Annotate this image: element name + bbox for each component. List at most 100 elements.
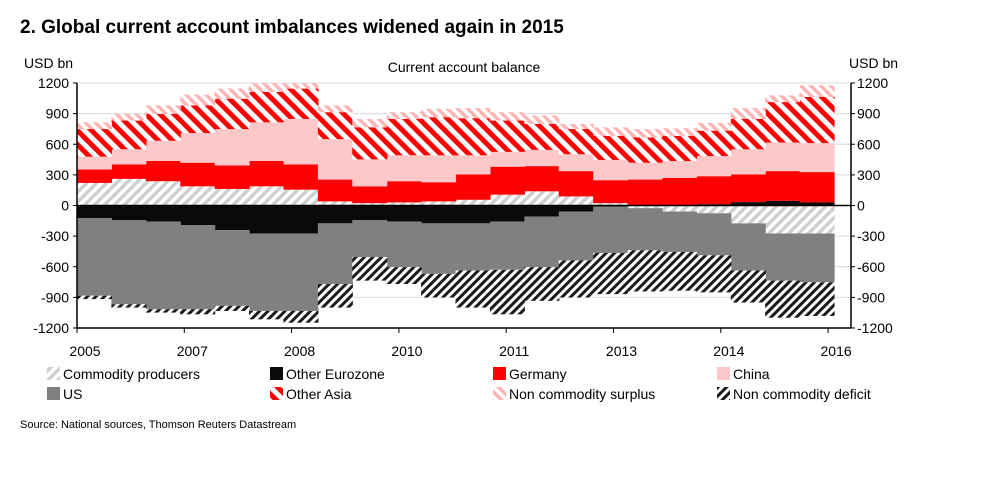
area-segment [489, 269, 525, 315]
area-segment [249, 310, 285, 320]
chart-title: 2. Global current account imbalances wid… [20, 17, 564, 38]
legend-item: Non commodity deficit [717, 386, 871, 402]
area-segment [145, 140, 181, 161]
area-segment [249, 205, 285, 234]
area-segment [799, 233, 835, 283]
area-segment [524, 166, 560, 192]
y-tick-label-left: 1200 [38, 75, 69, 91]
area-segment [524, 191, 560, 206]
legend-label: Non commodity deficit [733, 386, 871, 402]
area-segment [317, 105, 353, 113]
area-segment [214, 165, 250, 189]
area-segment [386, 205, 422, 222]
y-axis-label-left: USD bn [24, 55, 73, 71]
area-segment [386, 221, 422, 268]
area-segment [77, 218, 113, 296]
x-tick-label: 2011 [499, 343, 529, 359]
area-segment [317, 139, 353, 180]
area-segment [730, 108, 766, 119]
area-segment [661, 135, 697, 161]
x-tick-label: 2013 [606, 343, 637, 359]
area-segment [386, 118, 422, 156]
legend-item: Other Asia [270, 386, 352, 402]
area-segment [421, 205, 457, 224]
y-tick-label-left: 900 [46, 106, 70, 122]
series-china [77, 118, 835, 187]
area-segment [730, 149, 766, 175]
area-segment [627, 137, 663, 163]
area-segment [352, 257, 388, 281]
area-segment [593, 252, 629, 295]
y-tick-label-left: 300 [46, 167, 70, 183]
area-segment [558, 171, 594, 197]
area-segment [386, 181, 422, 203]
area-segment [386, 202, 422, 206]
area-segment [421, 273, 457, 298]
area-segment [455, 199, 491, 206]
area-segment [145, 181, 181, 206]
y-tick-label-left: 600 [46, 136, 70, 152]
y-tick-label-right: 600 [857, 136, 881, 152]
area-segment [489, 221, 525, 270]
area-segment [421, 117, 457, 156]
area-segment [145, 221, 181, 310]
area-segment [627, 162, 663, 180]
area-segment [593, 127, 629, 136]
area-segment [696, 255, 732, 293]
area-segment [111, 113, 147, 121]
area-segment [593, 159, 629, 181]
area-segment [799, 282, 835, 316]
area-segment [765, 171, 801, 201]
area-segment [111, 178, 147, 206]
area-segment [558, 129, 594, 155]
area-segment [214, 305, 250, 311]
area-segment [352, 203, 388, 206]
area-segment [524, 115, 560, 124]
legend-item: Other Eurozone [270, 366, 385, 382]
area-segment [765, 205, 801, 234]
area-segment [421, 223, 457, 274]
area-segment [765, 233, 801, 281]
y-tick-label-right: 1200 [857, 75, 888, 91]
area-segment [352, 159, 388, 187]
area-segment [627, 129, 663, 138]
area-segment [696, 122, 732, 131]
area-segment [317, 112, 353, 140]
area-segment [214, 188, 250, 206]
legend-item: China [717, 366, 770, 382]
area-segment [593, 135, 629, 160]
legend-label: Commodity producers [63, 366, 200, 382]
area-segment [214, 205, 250, 231]
area-segment [696, 155, 732, 177]
area-segment [799, 143, 835, 173]
area-segment [558, 260, 594, 298]
area-segment [489, 151, 525, 167]
y-tick-label-right: 0 [857, 198, 865, 214]
area-segment [799, 205, 835, 234]
area-segment [77, 129, 113, 157]
area-segment [283, 164, 319, 190]
area-segment [524, 149, 560, 167]
y-tick-label-right: -900 [857, 289, 885, 305]
area-segment [730, 174, 766, 203]
y-tick-label-right: -600 [857, 259, 885, 275]
area-segment [180, 105, 216, 134]
area-segment [214, 88, 250, 99]
area-segment [317, 223, 353, 285]
area-segment [696, 205, 732, 214]
area-segment [145, 113, 181, 141]
y-tick-label-left: -300 [41, 228, 69, 244]
area-segment [249, 122, 285, 161]
area-segment [524, 267, 560, 301]
area-segment [77, 182, 113, 206]
y-tick-label-right: -300 [857, 228, 885, 244]
area-segment [283, 118, 319, 165]
area-segment [799, 85, 835, 97]
area-segment [696, 130, 732, 156]
area-segment [489, 112, 525, 121]
area-segment [386, 112, 422, 119]
area-segment [283, 233, 319, 311]
area-segment [214, 129, 250, 166]
series-commodity-producers [77, 178, 835, 234]
legend-swatch [717, 367, 730, 380]
